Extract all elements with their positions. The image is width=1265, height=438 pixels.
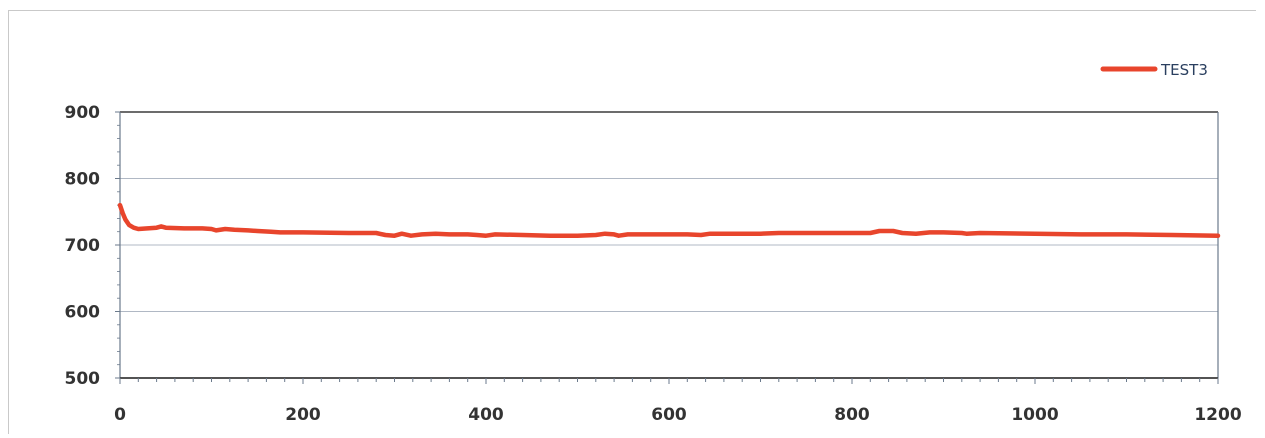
x-tick-label: 1200 (1194, 405, 1241, 425)
series-layer (117, 202, 1221, 238)
x-tick-label: 600 (651, 405, 687, 425)
x-tick-label: 800 (834, 405, 870, 425)
y-tick-label: 500 (65, 369, 101, 389)
legend-label: TEST3 (1160, 61, 1208, 79)
y-tick-label: 800 (65, 170, 101, 190)
series-line-test3 (117, 202, 1221, 238)
x-axis-ticks: 0 200 400 600 800 1000 1200 (114, 378, 1242, 425)
x-tick-label: 0 (114, 405, 126, 425)
x-tick-label: 1000 (1011, 405, 1058, 425)
chart-frame (8, 10, 1256, 434)
legend: TEST3 (1100, 61, 1208, 79)
grid-lines (120, 111, 1218, 379)
x-tick-label: 200 (285, 405, 321, 425)
y-axis-ticks: 500 600 700 800 900 (65, 103, 120, 389)
x-tick-label: 400 (468, 405, 504, 425)
y-tick-label: 600 (65, 303, 101, 323)
y-tick-label: 900 (65, 103, 101, 123)
y-tick-label: 700 (65, 236, 101, 256)
